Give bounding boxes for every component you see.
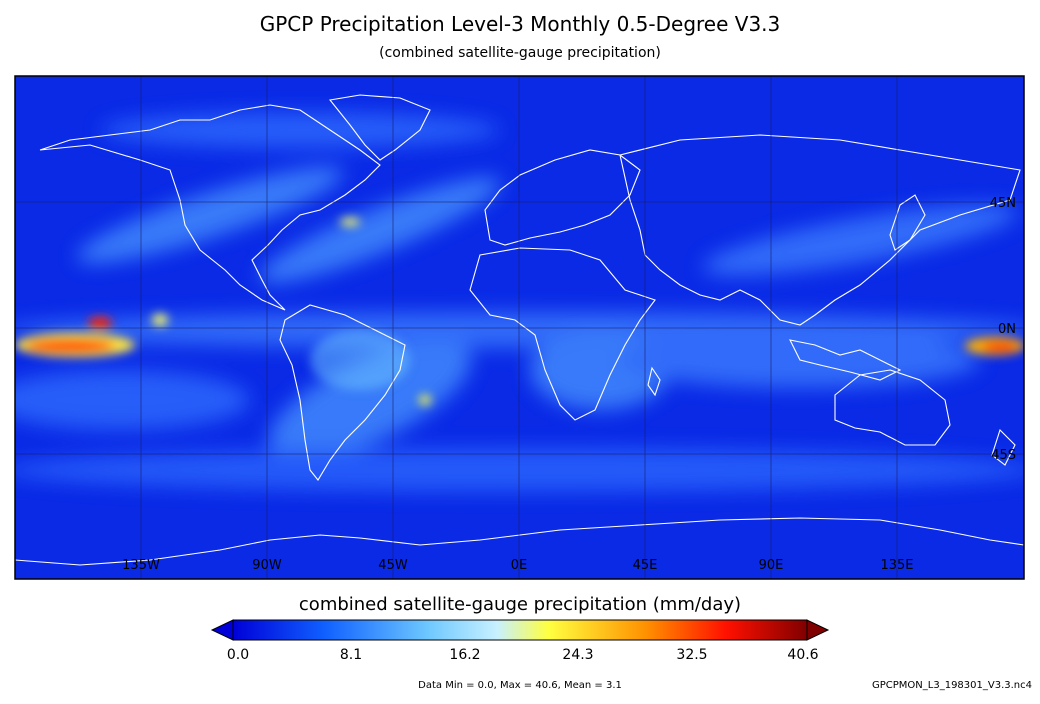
lon-label-90e: 90E [759,558,784,573]
graticule [15,76,1024,579]
coast-madagascar [647,366,661,397]
lon-label-90w: 90W [252,558,282,573]
coast-africa [469,247,656,421]
map-field: 135W 90W 45W 0E 45E 90E 135E 45N 0N 45S [15,76,1024,579]
colorbar-tick-5: 40.6 [787,647,819,663]
colorbar-max-arrow [806,619,830,641]
coast-australia [834,369,951,446]
colorbar-gradient [232,619,808,641]
colorbar-tick-2: 16.2 [449,647,481,663]
colorbar [210,619,830,641]
colorbar-title: combined satellite-gauge precipitation (… [298,594,742,615]
coast-south-america [279,304,406,481]
data-stats: Data Min = 0.0, Max = 40.6, Mean = 3.1 [418,680,622,691]
colorbar-tick-0: 0.0 [226,647,250,663]
coast-greenland [328,94,431,161]
lat-label-45n: 45N [990,196,1016,211]
map-title: GPCP Precipitation Level-3 Monthly 0.5-D… [259,12,781,36]
map-subtitle: (combined satellite-gauge precipitation) [379,45,661,61]
coastlines [15,94,1024,566]
coast-asia [619,134,1021,326]
colorbar-tick-3: 24.3 [562,647,594,663]
map-frame [14,75,1025,580]
coast-indonesia [789,339,902,381]
precip-bands [15,112,1024,492]
coast-north-america [39,104,381,311]
lat-label-45s: 45S [991,448,1016,463]
coast-europe [484,149,641,246]
source-filename: GPCPMON_L3_198301_V3.3.nc4 [872,680,1032,691]
colorbar-min-arrow [210,619,234,641]
colorbar-tick-4: 32.5 [676,647,708,663]
lat-label-0n: 0N [998,322,1016,337]
lon-label-135e: 135E [880,558,913,573]
coast-japan [889,194,926,251]
precip-cores [15,218,1024,405]
lon-label-135w: 135W [122,558,160,573]
lon-label-0e: 0E [511,558,528,573]
graticule-labels: 135W 90W 45W 0E 45E 90E 135E 45N 0N 45S [122,196,1016,573]
coast-new-zealand [991,428,1016,466]
colorbar-tick-1: 8.1 [339,647,363,663]
lon-label-45w: 45W [378,558,408,573]
lon-label-45e: 45E [633,558,658,573]
coast-antarctica [15,517,1024,566]
